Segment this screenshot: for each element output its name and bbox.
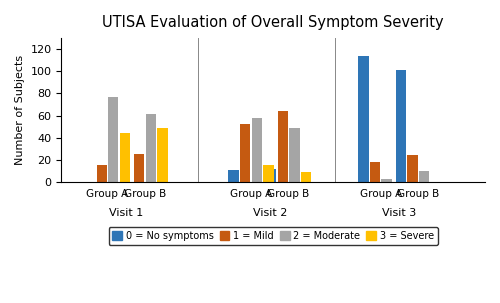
Bar bbox=[240, 124, 250, 182]
Bar bbox=[96, 165, 107, 182]
Bar bbox=[266, 168, 276, 182]
Y-axis label: Number of Subjects: Number of Subjects bbox=[15, 55, 25, 165]
Text: Visit 1: Visit 1 bbox=[109, 208, 144, 218]
Bar bbox=[396, 70, 406, 182]
Bar bbox=[382, 178, 392, 182]
Bar bbox=[301, 172, 311, 182]
Bar bbox=[252, 118, 262, 182]
Bar bbox=[358, 56, 368, 182]
Bar bbox=[264, 165, 274, 182]
Text: Visit 2: Visit 2 bbox=[252, 208, 287, 218]
Bar bbox=[290, 128, 300, 182]
Bar bbox=[419, 171, 430, 182]
Bar bbox=[134, 154, 144, 182]
Bar bbox=[370, 162, 380, 182]
Bar bbox=[146, 115, 156, 182]
Bar bbox=[278, 111, 288, 182]
Bar bbox=[408, 155, 418, 182]
Bar bbox=[158, 128, 168, 182]
Legend: 0 = No symptoms, 1 = Mild, 2 = Moderate, 3 = Severe: 0 = No symptoms, 1 = Mild, 2 = Moderate,… bbox=[108, 227, 438, 245]
Bar bbox=[120, 133, 130, 182]
Text: Visit 3: Visit 3 bbox=[382, 208, 416, 218]
Title: UTISA Evaluation of Overall Symptom Severity: UTISA Evaluation of Overall Symptom Seve… bbox=[102, 15, 444, 30]
Bar bbox=[228, 170, 238, 182]
Bar bbox=[108, 97, 118, 182]
